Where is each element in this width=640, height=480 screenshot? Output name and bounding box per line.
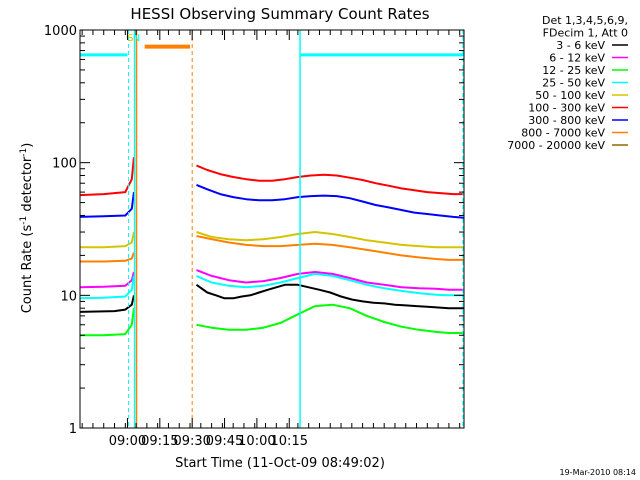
x-tick-label-3: 09:45 bbox=[206, 434, 243, 449]
series-line-7-segment-1 bbox=[196, 235, 464, 261]
series-line-2-segment-0 bbox=[80, 308, 135, 337]
series-line-6-segment-1 bbox=[196, 183, 465, 219]
y-tick-label-3: 1000 bbox=[44, 24, 77, 39]
legend-label-0: 3 - 6 keV bbox=[556, 39, 605, 52]
legend-header-0: Det 1,3,4,5,6,9, bbox=[542, 14, 628, 27]
legend-label-3: 25 - 50 keV bbox=[542, 77, 605, 90]
series-line-0-segment-0 bbox=[79, 295, 135, 313]
series-line-3-segment-1 bbox=[196, 272, 464, 297]
timestamp: 19-Mar-2010 08:14 bbox=[560, 468, 637, 477]
x-tick-label-0: 09:00 bbox=[109, 434, 146, 449]
series-line-1-segment-1 bbox=[196, 269, 464, 291]
y-tick-label-2: 100 bbox=[52, 157, 77, 172]
legend-label-2: 12 - 25 keV bbox=[542, 64, 605, 77]
legend-header-1: FDecim 1, Att 0 bbox=[543, 27, 628, 40]
series-line-6-segment-0 bbox=[79, 191, 135, 218]
y-axis-label-suffix: ) bbox=[20, 143, 35, 148]
legend-label-4: 50 - 100 keV bbox=[535, 89, 605, 102]
series-line-0-segment-1 bbox=[195, 283, 464, 310]
series-line-3-segment-0 bbox=[79, 275, 135, 300]
plot-frame bbox=[79, 29, 465, 429]
legend-label-5: 100 - 300 keV bbox=[528, 102, 605, 115]
y-axis-label-sup2: -1 bbox=[19, 148, 29, 157]
series-line-2-segment-1 bbox=[196, 303, 464, 334]
series-line-4-segment-0 bbox=[80, 231, 135, 249]
y-tick-label-0: 1 bbox=[69, 422, 77, 437]
x-tick-label-1: 09:15 bbox=[141, 434, 178, 449]
y-axis-label-sup1: -1 bbox=[19, 216, 29, 225]
marker-label-0: S bbox=[127, 33, 133, 44]
series-line-1-segment-0 bbox=[79, 271, 135, 289]
x-tick-label-2: 09:30 bbox=[173, 434, 210, 449]
chart-title: HESSI Observing Summary Count Rates bbox=[130, 5, 429, 23]
marker-label-1: N bbox=[133, 33, 140, 44]
series-line-5-segment-1 bbox=[196, 164, 464, 196]
y-axis-label-mid: detector bbox=[20, 156, 35, 216]
series-line-5-segment-0 bbox=[79, 157, 135, 197]
series-line-4-segment-1 bbox=[196, 231, 464, 249]
y-axis-label: Count Rate (s-1 detector-1) bbox=[19, 143, 35, 314]
y-tick-label-1: 10 bbox=[60, 289, 77, 304]
series-layer bbox=[79, 44, 465, 337]
legend-label-7: 800 - 7000 keV bbox=[521, 127, 605, 140]
legend: Det 1,3,4,5,6,9,FDecim 1, Att 03 - 6 keV… bbox=[507, 14, 628, 152]
legend-label-6: 300 - 800 keV bbox=[528, 114, 605, 127]
legend-label-1: 6 - 12 keV bbox=[549, 52, 605, 65]
legend-label-8: 7000 - 20000 keV bbox=[507, 139, 605, 152]
x-axis-label: Start Time (11-Oct-09 08:49:02) bbox=[175, 456, 385, 471]
x-tick-label-5: 10:15 bbox=[271, 434, 308, 449]
series-line-7-segment-0 bbox=[80, 252, 135, 263]
x-tick-label-4: 10:00 bbox=[238, 434, 275, 449]
y-axis-label-prefix: Count Rate (s bbox=[20, 225, 35, 314]
